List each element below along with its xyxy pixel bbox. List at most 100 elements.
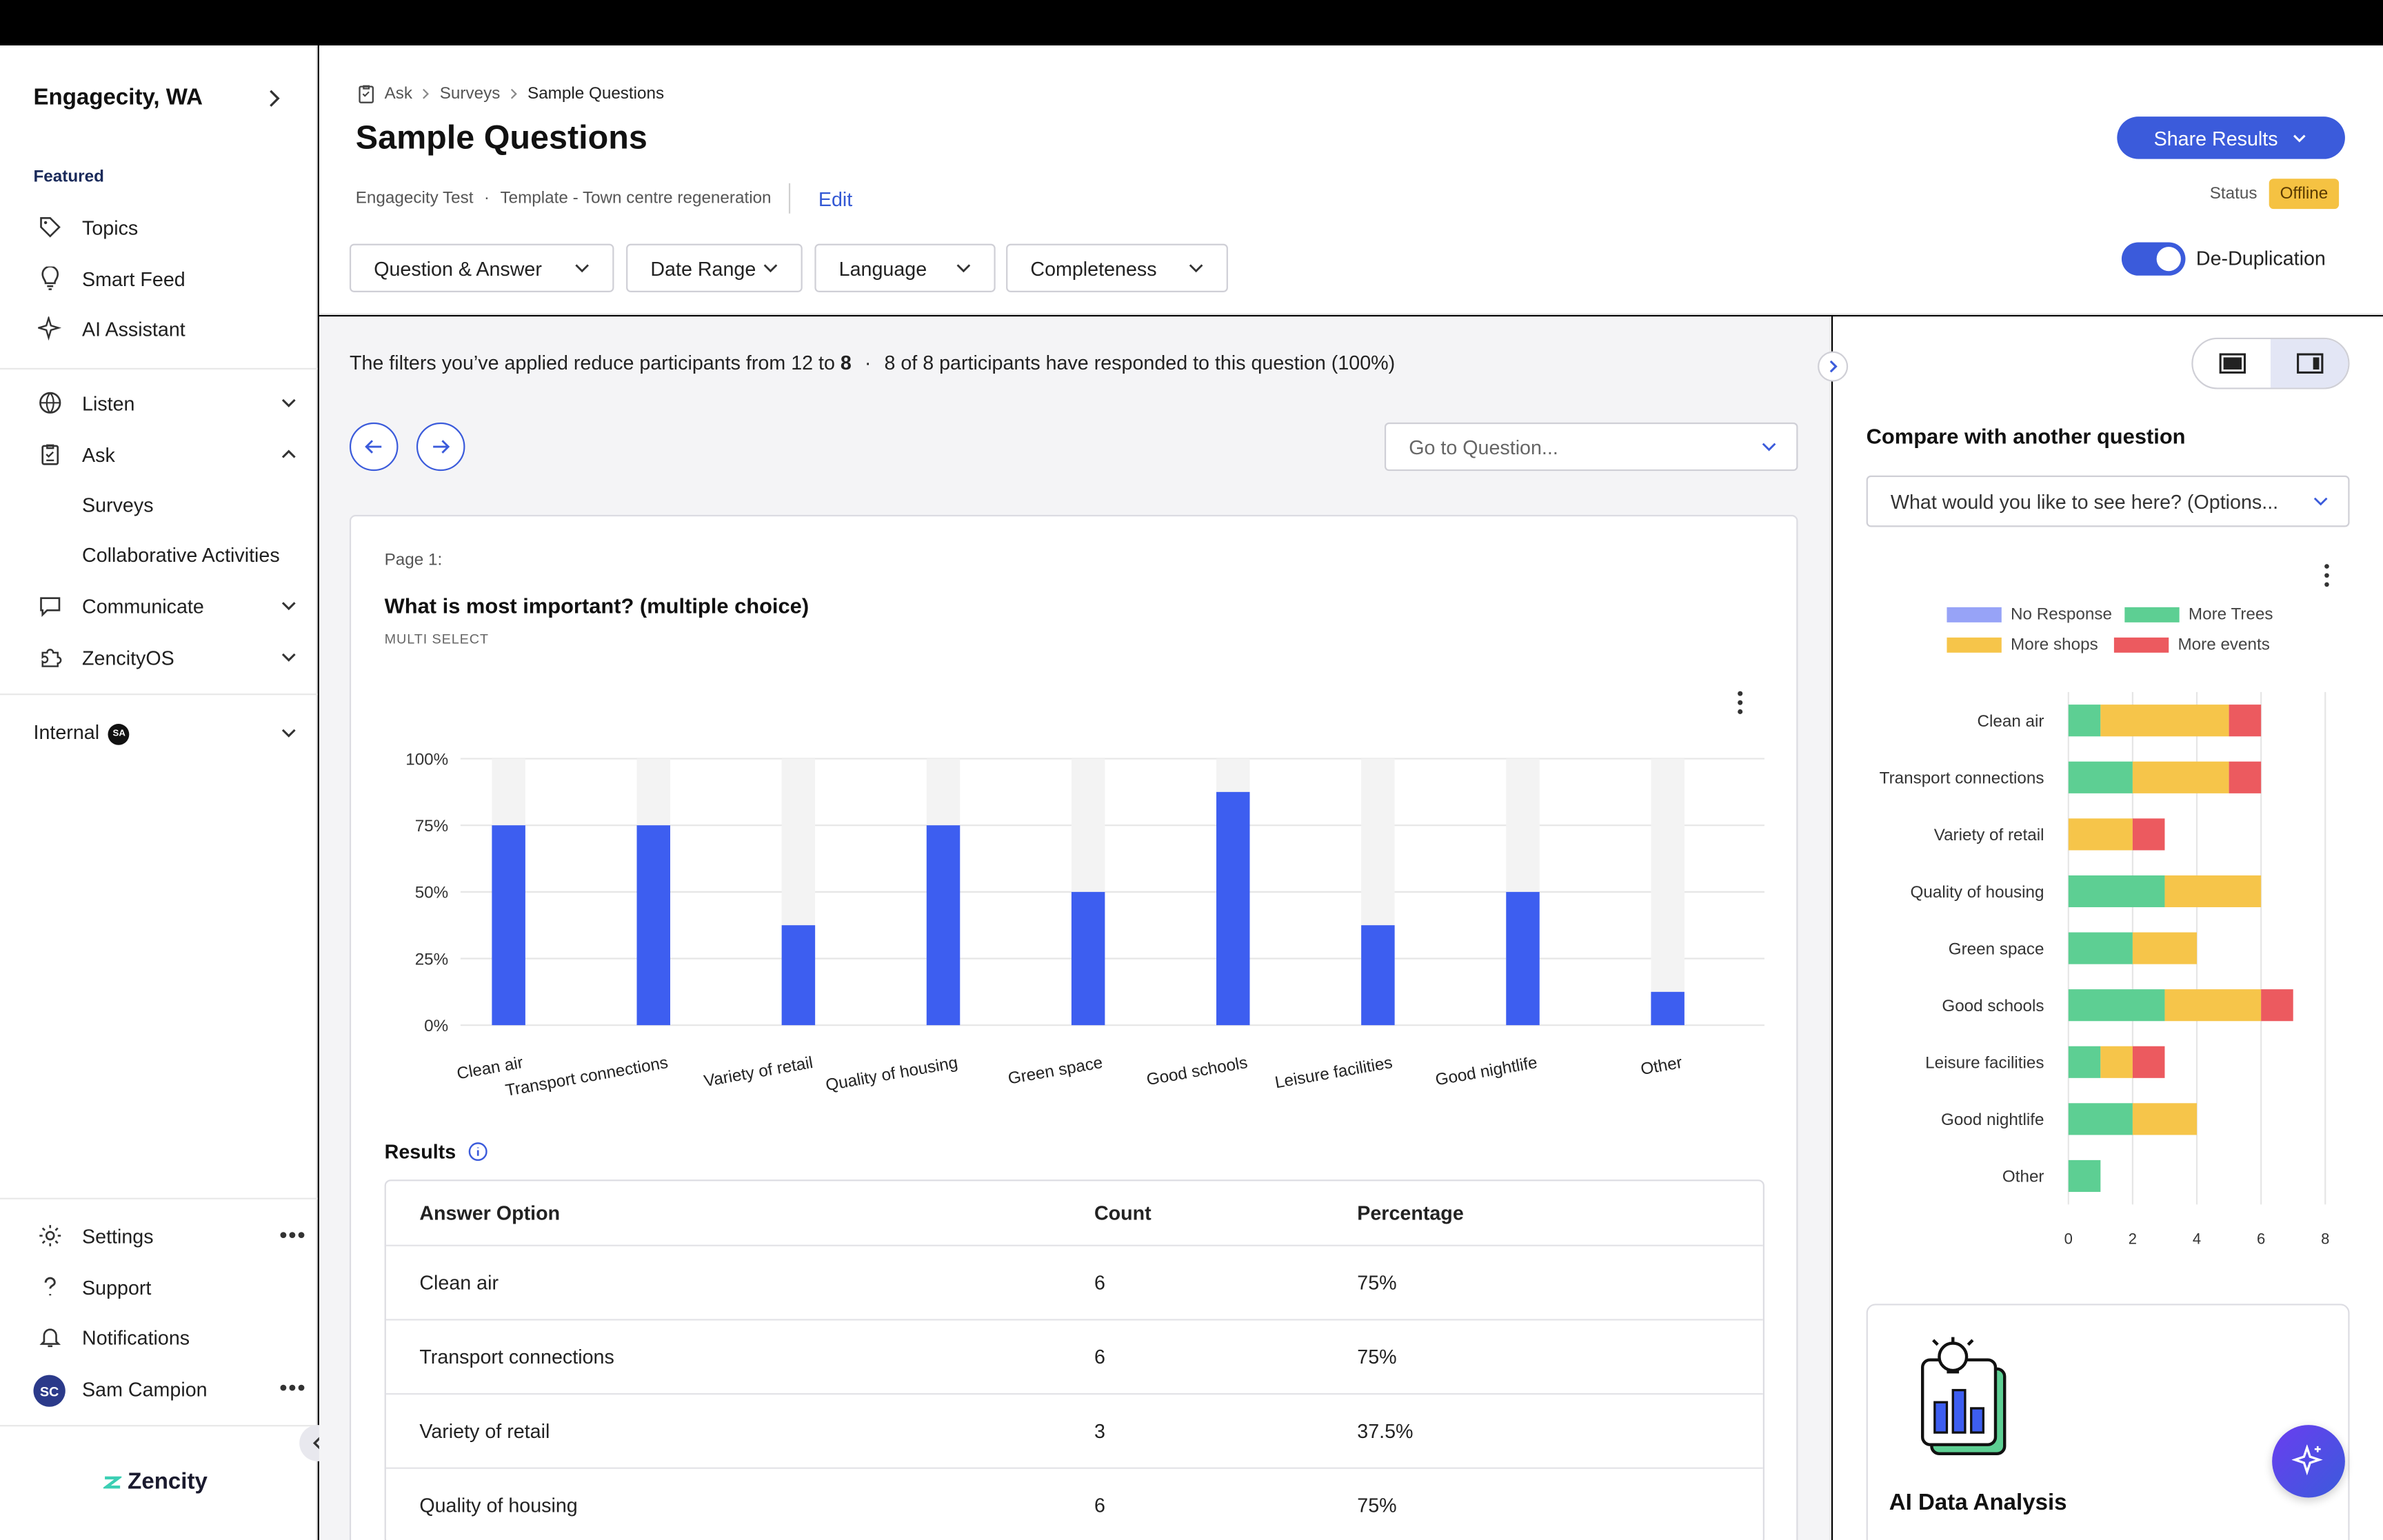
chevron-down-icon — [281, 653, 296, 662]
share-results-button[interactable]: Share Results — [2117, 116, 2345, 159]
sidebar-item-listen[interactable]: Listen — [0, 380, 318, 425]
stacked-bar-segment — [2068, 989, 2165, 1022]
status: Status Offline — [2210, 179, 2339, 210]
go-to-question-placeholder: Go to Question... — [1409, 435, 1558, 458]
y-tick-label: Variety of retail — [1934, 826, 2044, 844]
sidebar-item-user[interactable]: SC Sam Campion ••• — [0, 1366, 318, 1411]
bar — [1651, 991, 1685, 1026]
y-tick-label: Leisure facilities — [1925, 1054, 2044, 1073]
more-options-icon[interactable]: ••• — [279, 1222, 307, 1246]
sidebar-subitem-collaborative-activities[interactable]: Collaborative Activities — [82, 543, 280, 567]
chevron-down-icon — [281, 398, 296, 407]
breadcrumb-surveys[interactable]: Surveys — [439, 85, 501, 103]
filter-language[interactable]: Language — [814, 243, 996, 292]
chevron-down-icon — [281, 602, 296, 611]
split-view-icon — [2295, 353, 2323, 374]
ai-data-analysis-card[interactable]: AI Data Analysis — [1866, 1304, 2350, 1540]
x-tick-label: Other — [1639, 1053, 1683, 1079]
view-switcher — [2191, 337, 2350, 389]
stacked-bar-segment — [2068, 818, 2133, 851]
y-tick-label: 100% — [405, 750, 448, 769]
sidebar-item-ask[interactable]: Ask — [0, 432, 318, 477]
y-tick-label: Transport connections — [1880, 769, 2044, 788]
chevron-down-icon — [1762, 443, 1776, 452]
status-badge: Offline — [2269, 179, 2339, 210]
sidebar-item-smart-feed[interactable]: Smart Feed — [0, 256, 318, 301]
compare-question-select[interactable]: What would you like to see here? (Option… — [1866, 475, 2350, 527]
filter-completeness[interactable]: Completeness — [1006, 243, 1228, 292]
kebab-menu-icon[interactable] — [1731, 686, 1749, 719]
next-question-button[interactable] — [416, 422, 465, 472]
stacked-bar-segment — [2100, 1046, 2133, 1078]
more-options-icon[interactable]: ••• — [279, 1375, 307, 1399]
table-row: Quality of housing 6 75% — [386, 1469, 1763, 1540]
chevron-down-icon — [575, 264, 589, 273]
sidebar-item-communicate[interactable]: Communicate — [0, 583, 318, 629]
results-label-row: Results — [385, 1140, 488, 1163]
stacked-bar-segment — [2164, 989, 2262, 1022]
info-icon[interactable] — [468, 1142, 488, 1162]
table-row: Clean air 6 75% — [385, 1246, 1763, 1321]
sidebar-subitem-surveys[interactable]: Surveys — [82, 494, 154, 517]
sidebar-item-internal[interactable]: Internal SA — [0, 710, 318, 756]
sidebar-item-label: Topics — [82, 216, 139, 239]
sidebar-item-settings[interactable]: Settings ••• — [0, 1213, 318, 1259]
featured-label: Featured — [33, 168, 104, 187]
question-type: MULTI SELECT — [384, 631, 489, 647]
view-split-button[interactable] — [2270, 339, 2349, 388]
stacked-bar-segment — [2068, 875, 2165, 908]
header-count: Count — [1094, 1202, 1152, 1225]
sidebar-item-ai-assistant[interactable]: AI Assistant — [0, 306, 318, 352]
y-tick-label: 75% — [415, 817, 449, 835]
edit-link[interactable]: Edit — [818, 187, 853, 210]
sidebar-item-topics[interactable]: Topics — [0, 205, 318, 250]
expand-panel-button[interactable] — [1818, 351, 1849, 382]
y-tick-label: 25% — [415, 950, 449, 969]
chevron-right-icon[interactable] — [261, 86, 285, 110]
notice-to-word: to — [813, 351, 841, 374]
kebab-menu-icon[interactable] — [2319, 559, 2334, 592]
ai-analysis-illustration-icon — [1920, 1337, 2007, 1456]
filter-date-range[interactable]: Date Range — [626, 243, 803, 292]
ai-assistant-fab[interactable] — [2272, 1425, 2345, 1498]
view-full-button[interactable] — [2193, 339, 2271, 387]
gear-icon — [39, 1225, 61, 1246]
sidebar-item-label: ZencityOS — [82, 645, 174, 669]
breadcrumb: Ask Surveys Sample Questions — [356, 83, 664, 105]
previous-question-button[interactable] — [349, 422, 399, 472]
sidebar-item-zencityos[interactable]: ZencityOS — [0, 634, 318, 680]
sa-badge: SA — [108, 723, 130, 745]
sidebar-item-label: Settings — [82, 1224, 154, 1247]
x-tick-label: Quality of housing — [824, 1053, 959, 1095]
cell-answer: Variety of retail — [419, 1419, 550, 1443]
table-header: Answer Option Count Percentage — [385, 1181, 1763, 1246]
full-view-icon — [2218, 353, 2245, 374]
y-tick-label: Good schools — [1942, 997, 2044, 1015]
stacked-bar-segment — [2132, 1046, 2165, 1078]
cell-answer: Transport connections — [419, 1345, 614, 1368]
sidebar-item-label: Support — [82, 1275, 152, 1299]
x-tick-label: 0 — [2064, 1230, 2073, 1247]
go-to-question-select[interactable]: Go to Question... — [1384, 422, 1798, 472]
table-row: Transport connections 6 75% — [385, 1321, 1763, 1395]
cell-count: 6 — [1094, 1345, 1105, 1368]
header-percentage: Percentage — [1357, 1202, 1464, 1225]
filter-question-answer[interactable]: Question & Answer — [349, 243, 614, 292]
user-name: Sam Campion — [82, 1377, 208, 1400]
breadcrumb-ask[interactable]: Ask — [384, 85, 413, 103]
y-tick-label: Good nightlife — [1941, 1111, 2044, 1129]
legend-swatch — [1947, 607, 2002, 622]
sidebar-item-notifications[interactable]: Notifications — [0, 1315, 318, 1360]
bar — [1071, 891, 1105, 1026]
header-answer-option: Answer Option — [419, 1202, 561, 1225]
legend-swatch — [1947, 637, 2002, 653]
chevron-down-icon — [2313, 497, 2328, 506]
y-tick-label: 0% — [424, 1017, 448, 1035]
bar — [781, 925, 816, 1026]
legend-label: More shops — [2011, 636, 2098, 654]
dedup-toggle[interactable] — [2121, 242, 2186, 276]
bar — [1216, 791, 1250, 1026]
sidebar-item-support[interactable]: Support — [0, 1264, 318, 1310]
arrow-left-icon — [365, 440, 382, 454]
divider — [0, 367, 318, 369]
